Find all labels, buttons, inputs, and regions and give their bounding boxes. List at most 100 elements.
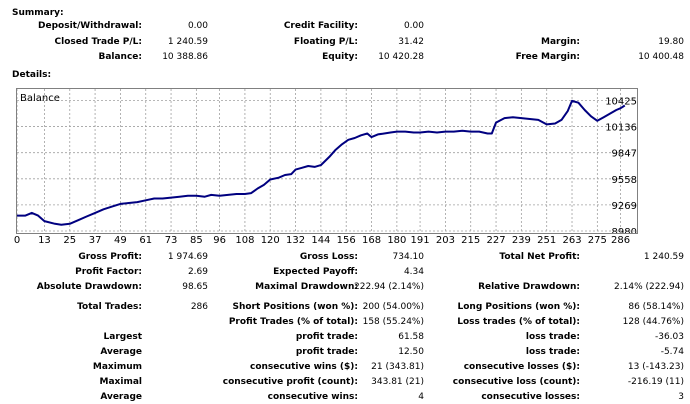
x-tick-label: 203 bbox=[436, 235, 455, 246]
stat-label: Average bbox=[100, 347, 142, 357]
x-tick-label: 49 bbox=[114, 235, 127, 246]
chart-title: Balance bbox=[20, 93, 60, 104]
stat-value: 200 (54.00%) bbox=[362, 302, 424, 312]
x-tick-label: 13 bbox=[38, 235, 51, 246]
x-tick-label: 180 bbox=[387, 235, 406, 246]
stat-value: 10 420.28 bbox=[378, 52, 424, 62]
x-tick-label: 263 bbox=[562, 235, 581, 246]
stat-label: consecutive wins ($): bbox=[249, 362, 358, 372]
stat-label: Free Margin: bbox=[515, 52, 580, 62]
stat-value: 128 (44.76%) bbox=[622, 317, 684, 327]
stat-value: 1 240.59 bbox=[167, 37, 208, 47]
stat-label: Profit Factor: bbox=[75, 267, 142, 277]
x-tick-label: 61 bbox=[139, 235, 152, 246]
y-tick-label: 10136 bbox=[605, 123, 637, 134]
stat-value: 19.80 bbox=[658, 37, 684, 47]
x-tick-label: 73 bbox=[165, 235, 178, 246]
stat-value: 21 (343.81) bbox=[371, 362, 424, 372]
stat-label: loss trade: bbox=[525, 347, 580, 357]
summary-title: Summary: bbox=[12, 8, 64, 18]
x-tick-label: 96 bbox=[213, 235, 226, 246]
stat-value: 343.81 (21) bbox=[371, 377, 424, 387]
y-tick-label: 9269 bbox=[612, 201, 637, 212]
stat-label: Loss trades (% of total): bbox=[457, 317, 580, 327]
stat-value: 734.10 bbox=[392, 252, 425, 262]
stat-value: 1 974.69 bbox=[167, 252, 208, 262]
balance-chart-svg: Balance 8980 9269 9558 9847 10136 10425 bbox=[17, 89, 637, 233]
x-tick-label: 286 bbox=[611, 235, 630, 246]
y-tick-label: 8980 bbox=[612, 227, 637, 233]
stat-label: Average bbox=[100, 392, 142, 402]
stat-label: Closed Trade P/L: bbox=[54, 37, 142, 47]
stat-label: profit trade: bbox=[295, 347, 358, 357]
x-tick-label: 0 bbox=[14, 235, 20, 246]
stat-label: Maximal bbox=[99, 377, 142, 387]
x-tick-label: 144 bbox=[311, 235, 330, 246]
stat-label: Equity: bbox=[322, 52, 358, 62]
stat-label: Short Positions (won %): bbox=[232, 302, 358, 312]
stat-label: consecutive loss (count): bbox=[452, 377, 580, 387]
x-tick-label: 215 bbox=[461, 235, 480, 246]
stat-label: Relative Drawdown: bbox=[478, 282, 580, 292]
stat-value: 1 240.59 bbox=[643, 252, 684, 262]
stat-label: Gross Loss: bbox=[299, 252, 358, 262]
stat-value: 286 bbox=[190, 302, 208, 312]
stat-value: 86 (58.14%) bbox=[628, 302, 684, 312]
stat-value: 3 bbox=[678, 392, 684, 402]
stat-value: 12.50 bbox=[398, 347, 424, 357]
stat-label: Expected Payoff: bbox=[273, 267, 358, 277]
balance-chart: Balance 8980 9269 9558 9847 10136 10425 bbox=[16, 88, 638, 234]
y-tick-label: 9847 bbox=[612, 149, 637, 160]
stat-label: consecutive profit (count): bbox=[222, 377, 358, 387]
stat-value: 0.00 bbox=[403, 21, 424, 31]
stat-label: Largest bbox=[103, 332, 142, 342]
stat-label: Floating P/L: bbox=[293, 37, 358, 47]
stat-value: 98.65 bbox=[182, 282, 208, 292]
x-tick-label: 239 bbox=[512, 235, 531, 246]
x-tick-label: 251 bbox=[537, 235, 556, 246]
y-tick-label: 9558 bbox=[612, 175, 637, 186]
x-tick-label: 132 bbox=[286, 235, 305, 246]
stat-label: consecutive losses ($): bbox=[463, 362, 580, 372]
x-tick-label: 85 bbox=[190, 235, 203, 246]
x-tick-label: 25 bbox=[63, 235, 76, 246]
y-tick-label: 10425 bbox=[605, 96, 637, 107]
stat-label: consecutive wins: bbox=[267, 392, 358, 402]
stat-value: 4.34 bbox=[403, 267, 424, 277]
stat-label: Long Positions (won %): bbox=[457, 302, 580, 312]
stat-value: 10 400.48 bbox=[638, 52, 684, 62]
stat-label: Maximal Drawdown: bbox=[255, 282, 358, 292]
stat-value: 4 bbox=[418, 392, 424, 402]
stat-value: 10 388.86 bbox=[162, 52, 208, 62]
stat-value: 0.00 bbox=[187, 21, 208, 31]
stat-label: Total Net Profit: bbox=[499, 252, 580, 262]
stat-value: -216.19 (11) bbox=[627, 377, 684, 387]
stat-value: 158 (55.24%) bbox=[362, 317, 424, 327]
x-tick-label: 191 bbox=[411, 235, 430, 246]
stat-label: Credit Facility: bbox=[283, 21, 358, 31]
stat-label: Deposit/Withdrawal: bbox=[38, 21, 142, 31]
stat-label: Profit Trades (% of total): bbox=[228, 317, 358, 327]
stat-value: 13 (-143.23) bbox=[627, 362, 684, 372]
x-tick-label: 120 bbox=[261, 235, 280, 246]
stat-value: 2.14% (222.94) bbox=[614, 282, 684, 292]
stat-label: Maximum bbox=[92, 362, 142, 372]
x-tick-label: 227 bbox=[487, 235, 506, 246]
balance-series-line bbox=[17, 99, 626, 226]
stat-label: Margin: bbox=[540, 37, 580, 47]
stat-value: 222.94 (2.14%) bbox=[354, 282, 424, 292]
stat-label: consecutive losses: bbox=[481, 392, 580, 402]
stat-label: profit trade: bbox=[295, 332, 358, 342]
x-tick-label: 275 bbox=[588, 235, 607, 246]
stat-label: Gross Profit: bbox=[78, 252, 142, 262]
x-tick-label: 168 bbox=[362, 235, 381, 246]
stat-value: 31.42 bbox=[398, 37, 424, 47]
stat-value: 2.69 bbox=[187, 267, 208, 277]
stat-value: 61.58 bbox=[398, 332, 424, 342]
stat-label: loss trade: bbox=[525, 332, 580, 342]
x-tick-label: 156 bbox=[337, 235, 356, 246]
details-title: Details: bbox=[12, 70, 52, 80]
x-tick-label: 37 bbox=[89, 235, 102, 246]
stat-value: -5.74 bbox=[660, 347, 684, 357]
stat-label: Total Trades: bbox=[77, 302, 142, 312]
